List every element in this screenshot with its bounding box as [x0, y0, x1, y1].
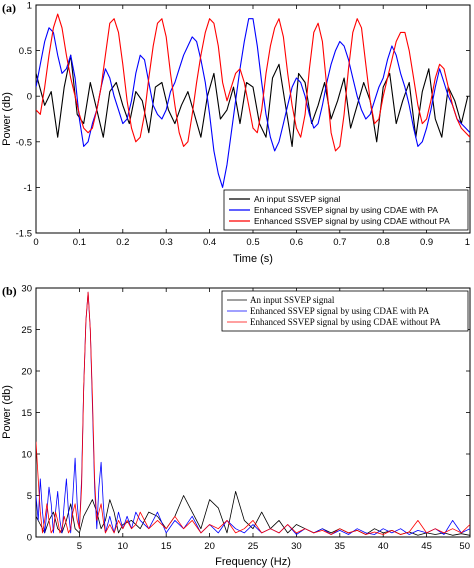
panel-b-x-tick-label: 50 — [459, 541, 470, 552]
panel-b-y-tick-label: 5 — [27, 491, 32, 502]
panel-a-label: (a) — [2, 1, 16, 15]
panel-a-y-tick-label: -1 — [24, 183, 32, 194]
panel-b-legend-without-pa: Enhanced SSVEP signal by using CDAE with… — [250, 317, 441, 327]
panel-a-legend-without-pa: Enhanced SSVEP signal by using CDAE with… — [254, 216, 450, 226]
panel-b-label: (b) — [2, 284, 17, 298]
panel-b-x-axis-label: Frequency (Hz) — [215, 556, 291, 568]
panel-a-x-tick-label: 0.7 — [333, 237, 346, 248]
panel-a-legend: An input SSVEP signal Enhanced SSVEP sig… — [223, 189, 469, 231]
panel-b-legend-with-pa: Enhanced SSVEP signal by using CDAE with… — [250, 306, 430, 316]
panel-b-series-without-pa — [36, 291, 470, 535]
panel-b-y-tick-label: 10 — [21, 450, 32, 461]
panel-b-y-tick-label: 20 — [21, 367, 32, 378]
panel-b-x-tick-label: 45 — [421, 541, 432, 552]
panel-a-legend-box — [223, 189, 469, 231]
panel-a-legend-input: An input SSVEP signal — [254, 194, 340, 204]
panel-b-y-axis-label: Power (db) — [1, 385, 13, 439]
panel-b-x-tick-label: 15 — [161, 541, 172, 552]
panel-a-legend-with-pa: Enhanced SSVEP signal by using CDAE with… — [254, 205, 438, 215]
panel-b-series-with-pa — [36, 291, 470, 535]
panel-a-series-with-pa — [36, 18, 470, 188]
panel-b-x-tick-label: 10 — [118, 541, 129, 552]
panel-a-signal-plot: (a) 0 0.1 0.2 0.3 0.4 0.5 0.6 0.7 0.8 0.9 1 -1.5 -1 -… — [1, 1, 471, 265]
panel-a-y-tick-label: 0.5 — [19, 46, 32, 57]
panel-b-y-tick-label: 30 — [21, 284, 32, 295]
panel-b-legend-box — [221, 290, 469, 332]
panel-a-x-tick-label: 0.2 — [116, 237, 129, 248]
panel-b-x-tick-label: 35 — [335, 541, 346, 552]
panel-b-y-tick-label: 25 — [21, 325, 32, 336]
panel-a-series-without-pa — [36, 13, 470, 152]
panel-a-series-input — [36, 54, 469, 147]
panel-b-x-tick-label: 30 — [291, 541, 302, 552]
panel-b-y-tick-label: 15 — [21, 408, 32, 419]
panel-b-spectrum-plot: (b) 5 10 15 20 25 30 35 40 45 50 0 5 10 15 20 25 30 Freq… — [1, 284, 471, 568]
panel-a-x-tick-label: 0.9 — [420, 237, 433, 248]
panel-b-x-tick-label: 25 — [248, 541, 259, 552]
panel-a-x-tick-label: 0.5 — [246, 237, 259, 248]
panel-a-y-tick-label: -1.5 — [16, 229, 32, 240]
panel-a-y-axis-label: Power (db) — [1, 92, 13, 146]
panel-a-x-tick-label: 0.8 — [377, 237, 390, 248]
panel-b-legend: An input SSVEP signal Enhanced SSVEP sig… — [221, 290, 469, 332]
panel-a-x-tick-label: 0.3 — [160, 237, 173, 248]
panel-a-x-axis-label: Time (s) — [233, 253, 273, 265]
panel-a-y-tick-label: 0 — [27, 92, 32, 103]
panel-b-x-tick-label: 20 — [204, 541, 215, 552]
panel-b-x-tick-label: 40 — [378, 541, 389, 552]
panel-b-y-tick-label: 0 — [27, 533, 32, 544]
panel-b-legend-input: An input SSVEP signal — [250, 295, 335, 305]
panel-b-x-tick-label: 5 — [77, 541, 82, 552]
panel-b-series-input — [36, 490, 470, 536]
panel-a-x-tick-label: 0.4 — [203, 237, 216, 248]
panel-a-x-tick-label: 0.1 — [73, 237, 86, 248]
panel-a-y-tick-label: 1 — [27, 1, 32, 12]
panel-a-x-tick-label: 0 — [33, 237, 38, 248]
panel-a-x-tick-label: 0.6 — [290, 237, 303, 248]
panel-a-y-tick-label: -0.5 — [16, 137, 32, 148]
panel-a-x-tick-label: 1 — [465, 237, 470, 248]
